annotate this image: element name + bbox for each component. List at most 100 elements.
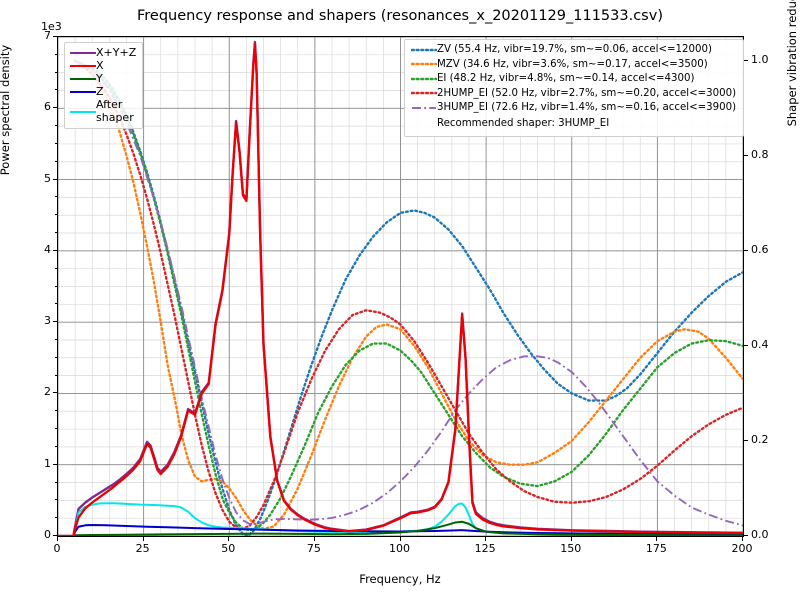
y-minor-tick: [54, 445, 57, 447]
shaper-legend-label: 2HUMP_EI (52.0 Hz, vibr=2.7%, sm~=0.20, …: [437, 87, 737, 99]
x-tick-200: 200: [731, 542, 753, 555]
y-tick-3: 3: [44, 314, 51, 328]
y2-tick-mark: [744, 249, 748, 251]
y-minor-tick: [54, 481, 57, 483]
shaper-legend-label: 3HUMP_EI (72.6 Hz, vibr=1.4%, sm~=0.16, …: [437, 102, 737, 114]
shaper-legend-item[interactable]: 3HUMP_EI (72.6 Hz, vibr=1.4%, sm~=0.16, …: [411, 101, 736, 116]
y-minor-tick: [54, 499, 57, 501]
y-tick-6: 6: [44, 100, 51, 114]
line-swatch-icon: [411, 91, 437, 95]
y-minor-tick: [54, 160, 57, 162]
line-swatch-icon: [411, 62, 437, 66]
x-tick-mark: [570, 537, 572, 541]
y2-tick-0-4: 0.4: [751, 337, 769, 351]
x-tick-mark: [228, 537, 230, 541]
psd-legend-item[interactable]: After shaper: [70, 98, 136, 124]
psd-legend-label: After shaper: [96, 98, 134, 124]
shaper-legend[interactable]: ZV (55.4 Hz, vibr=19.7%, sm~=0.06, accel…: [404, 39, 745, 137]
x-tick-25: 25: [135, 542, 150, 555]
recommended-shaper-row: Recommended shaper: 3HUMP_EI: [411, 116, 736, 132]
recommended-shaper-text: Recommended shaper: 3HUMP_EI: [437, 117, 610, 129]
y2-tick-0-2: 0.2: [751, 432, 769, 446]
psd-legend[interactable]: X+Y+Z X Y Z After shaper: [64, 42, 144, 129]
x-tick-175: 175: [645, 542, 667, 555]
y2-tick-0-6: 0.6: [751, 242, 769, 256]
shaper-curve-mzv: [73, 59, 743, 531]
shaper-legend-label: ZV (55.4 Hz, vibr=19.7%, sm~=0.06, accel…: [437, 44, 712, 55]
x-tick-mark: [399, 537, 401, 541]
y-minor-tick: [54, 71, 57, 73]
shaper-legend-item[interactable]: EI (48.2 Hz, vibr=4.8%, sm~=0.14, accel<…: [411, 72, 736, 87]
psd-legend-label: Z: [96, 85, 104, 98]
x-tick-mark: [742, 537, 743, 541]
y-tick-0: 0: [44, 528, 51, 541]
y-minor-tick: [54, 89, 57, 91]
plot-canvas: [58, 37, 743, 536]
y-tick-mark: [53, 178, 57, 180]
y-tick-mark: [53, 535, 57, 536]
psd-curve-y: [58, 520, 743, 536]
shaper-curve-ei: [73, 59, 743, 532]
psd-legend-label: Y: [96, 72, 103, 85]
line-swatch-icon: [412, 106, 436, 109]
shaper-legend-item[interactable]: ZV (55.4 Hz, vibr=19.7%, sm~=0.06, accel…: [411, 43, 736, 58]
shaper-legend-swatch: [411, 101, 437, 116]
y-tick-mark: [53, 107, 57, 109]
y-tick-mark: [53, 249, 57, 251]
y-minor-tick: [54, 196, 57, 198]
psd-legend-swatch: [70, 98, 96, 124]
y2-tick-mark: [744, 154, 748, 156]
y2-tick-0: 0.0: [751, 528, 769, 541]
x-tick-mark: [142, 537, 144, 541]
line-swatch-icon: [411, 48, 437, 51]
shaper-curve-2hump_ei: [73, 59, 743, 531]
x-tick-mark: [57, 537, 58, 541]
y-axis-left-label: Power spectral density: [0, 44, 12, 176]
shaper-legend-label: MZV (34.6 Hz, vibr=3.6%, sm~=0.17, accel…: [437, 58, 708, 70]
y-tick-5: 5: [44, 171, 51, 185]
psd-legend-item[interactable]: X+Y+Z: [70, 46, 136, 59]
y-minor-tick: [54, 374, 57, 376]
psd-legend-label: X+Y+Z: [96, 46, 137, 59]
y2-tick-mark: [744, 439, 748, 441]
y-minor-tick: [54, 303, 57, 305]
shaper-legend-swatch: [411, 87, 437, 102]
y2-tick-1: 1.0: [751, 52, 769, 66]
line-swatch-icon: [70, 65, 96, 67]
y-minor-tick: [54, 410, 57, 412]
x-tick-150: 150: [560, 542, 582, 555]
line-swatch-icon: [70, 52, 96, 54]
y-tick-1: 1: [44, 456, 51, 470]
psd-legend-item[interactable]: Z: [70, 85, 136, 98]
shaper-legend-item[interactable]: MZV (34.6 Hz, vibr=3.6%, sm~=0.17, accel…: [411, 58, 736, 73]
y-minor-tick: [54, 214, 57, 216]
shaper-legend-item[interactable]: 2HUMP_EI (52.0 Hz, vibr=2.7%, sm~=0.20, …: [411, 87, 736, 102]
psd-legend-swatch: [70, 72, 96, 85]
y-tick-7: 7: [44, 29, 51, 42]
y2-tick-0-8: 0.8: [751, 147, 769, 161]
y-minor-tick: [54, 267, 57, 269]
x-tick-75: 75: [306, 542, 321, 555]
line-swatch-icon: [70, 78, 96, 80]
y-minor-tick: [54, 428, 57, 430]
y-minor-tick: [54, 232, 57, 234]
psd-legend-swatch: [70, 46, 96, 59]
y-axis-right-label: Shaper vibration reduction (ratio): [785, 0, 799, 127]
x-tick-100: 100: [389, 542, 410, 555]
shaper-legend-swatch: [411, 72, 437, 87]
y-minor-tick: [54, 517, 57, 519]
line-swatch-icon: [70, 110, 96, 113]
shaper-legend-swatch: [411, 43, 437, 58]
y-tick-mark: [53, 392, 57, 394]
y-minor-tick: [54, 125, 57, 127]
psd-legend-item[interactable]: Y: [70, 72, 136, 85]
psd-legend-label: X: [96, 59, 104, 72]
y-minor-tick: [54, 338, 57, 340]
psd-legend-item[interactable]: X: [70, 59, 136, 72]
y-minor-tick: [54, 356, 57, 358]
recommended-shaper-spacer: [411, 116, 437, 132]
y-minor-tick: [54, 285, 57, 287]
psd-curve-x: [58, 42, 743, 536]
y-axis-exponent-label: 1e3: [41, 20, 62, 33]
